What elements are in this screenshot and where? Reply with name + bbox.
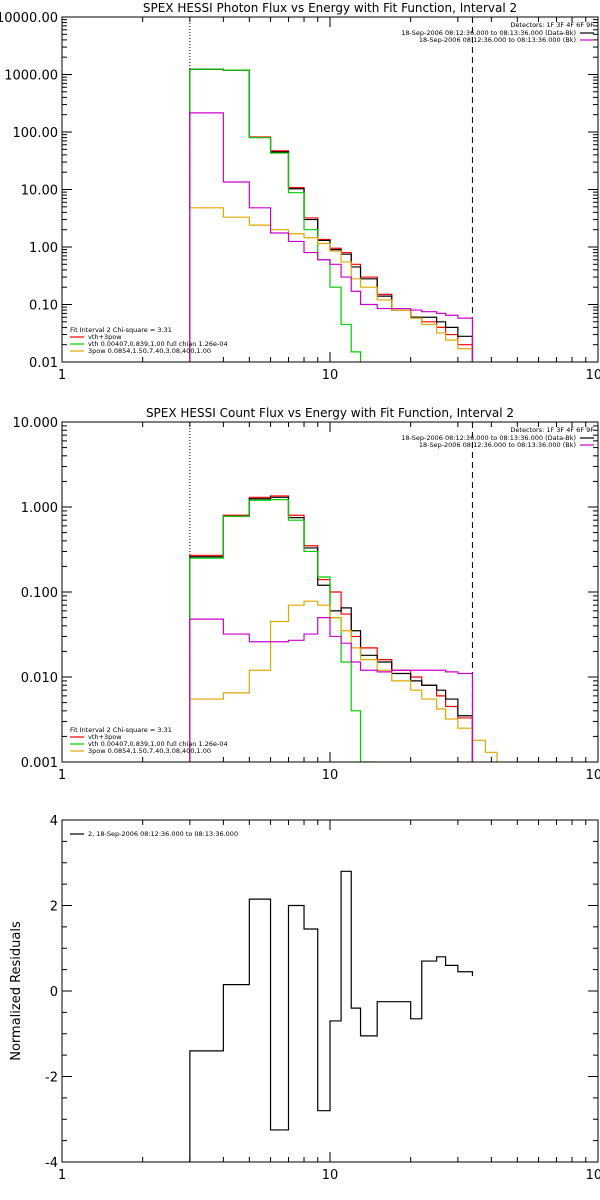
- series-line-data-bk: [189, 496, 474, 762]
- series-line-3pow: [189, 600, 498, 762]
- plot-frame: [61, 16, 599, 363]
- plot-frame: [61, 819, 599, 1163]
- x-tick-label: 1: [58, 768, 66, 783]
- legend-entry-label: vth 0.00407,0.839,1.00 full chian 1.26e-…: [88, 740, 228, 748]
- y-tick-label: 4: [50, 814, 58, 829]
- chart-panel-2: SPEX HESSI Count Flux vs Energy with Fit…: [13, 406, 600, 783]
- plot-frame: [61, 421, 599, 763]
- y-tick-label: 10.000: [13, 416, 59, 431]
- legend-entry-label: 3pow 0.0854,1.50,7.40,3.08,400,1.00: [88, 747, 211, 755]
- legend-entry-label: 18-Sep-2006 08:12:36.000 to 08:13:36.000…: [401, 29, 576, 37]
- series-line-bk: [189, 616, 474, 762]
- x-tick-label: 100: [586, 768, 600, 783]
- legend-entry-label: 18-Sep-2006 08:12:36.000 to 08:13:36.000…: [419, 441, 576, 449]
- series-group: [189, 68, 474, 362]
- y-tick-label: 1.000: [21, 501, 58, 516]
- legend-entry-label: vth+3pow: [88, 733, 122, 741]
- series-group: [189, 870, 474, 1162]
- y-tick-label: -2: [45, 1071, 58, 1086]
- x-tick-label: 100: [586, 368, 600, 383]
- y-tick-label: 10000.00: [0, 11, 58, 26]
- y-tick-label: 0.100: [21, 586, 58, 601]
- y-tick-label: 0.10: [29, 299, 58, 314]
- chart-panel-3: 1 10 100 -4 -2 0 2 4 Normalized Residuals 2, 18-S…: [9, 814, 600, 1183]
- x-tick-label: 100: [586, 1168, 600, 1183]
- chart-title: SPEX HESSI Count Flux vs Energy with Fit…: [146, 406, 514, 420]
- y-tick-label: 100.00: [13, 126, 59, 141]
- chart-panel-1: SPEX HESSI Photon Flux vs Energy with Fi…: [0, 1, 600, 383]
- legend-entry-label: 18-Sep-2006 08:12:36.000 to 08:13:36.000…: [419, 36, 576, 44]
- y-tick-label: 0.010: [21, 671, 58, 686]
- y-tick-label: 0.01: [29, 356, 58, 371]
- y-tick-label: 0: [50, 985, 58, 1000]
- y-tick-label: 1000.00: [4, 69, 58, 84]
- legend-entry-label: vth 0.00407,0.839,1.00 full chian 1.26e-…: [88, 340, 228, 348]
- y-tick-label: 2: [50, 900, 58, 915]
- legend-entry-label: 2, 18-Sep-2006 08:12:36.000 to 08:13:36.…: [88, 830, 238, 838]
- series-line-vth: [189, 68, 362, 362]
- series-line-vth-3pow: [189, 495, 474, 762]
- y-tick-label: 0.001: [21, 756, 58, 771]
- legend-entry-label: 18-Sep-2006 08:12:36.000 to 08:13:36.000…: [401, 434, 576, 442]
- series-line-vth-3pow: [189, 68, 474, 362]
- legend-fit-header: Fit Interval 2 Chi-square = 3.31: [70, 326, 172, 334]
- x-tick-label: 10: [322, 768, 339, 783]
- legend-entry-label: vth+3pow: [88, 333, 122, 341]
- series-line-vth: [189, 499, 378, 762]
- series-line-2-18-sep-2006-08-12-36-000-to-08-13-36-000: [189, 870, 474, 1162]
- legend-header: Detectors: 1F 3F 4F 6F 9F: [510, 21, 594, 29]
- x-tick-label: 10: [322, 368, 339, 383]
- x-tick-label: 10: [322, 1168, 339, 1183]
- legend-header: Detectors: 1F 3F 4F 6F 9F: [510, 426, 594, 434]
- y-axis-label: Normalized Residuals: [9, 921, 24, 1061]
- x-tick-label: 1: [58, 1168, 66, 1183]
- series-line-bk: [189, 112, 474, 362]
- x-tick-label: 1: [58, 368, 66, 383]
- legend-fit-header: Fit Interval 2 Chi-square = 3.31: [70, 726, 172, 734]
- y-tick-label: -4: [45, 1156, 58, 1171]
- series-group: [189, 495, 498, 762]
- chart-title: SPEX HESSI Photon Flux vs Energy with Fi…: [143, 1, 517, 15]
- legend-entry-label: 3pow 0.0854,1.50,7.40,3.08,400,1.00: [88, 347, 211, 355]
- y-tick-label: 10.00: [21, 184, 58, 199]
- y-tick-label: 1.00: [29, 241, 58, 256]
